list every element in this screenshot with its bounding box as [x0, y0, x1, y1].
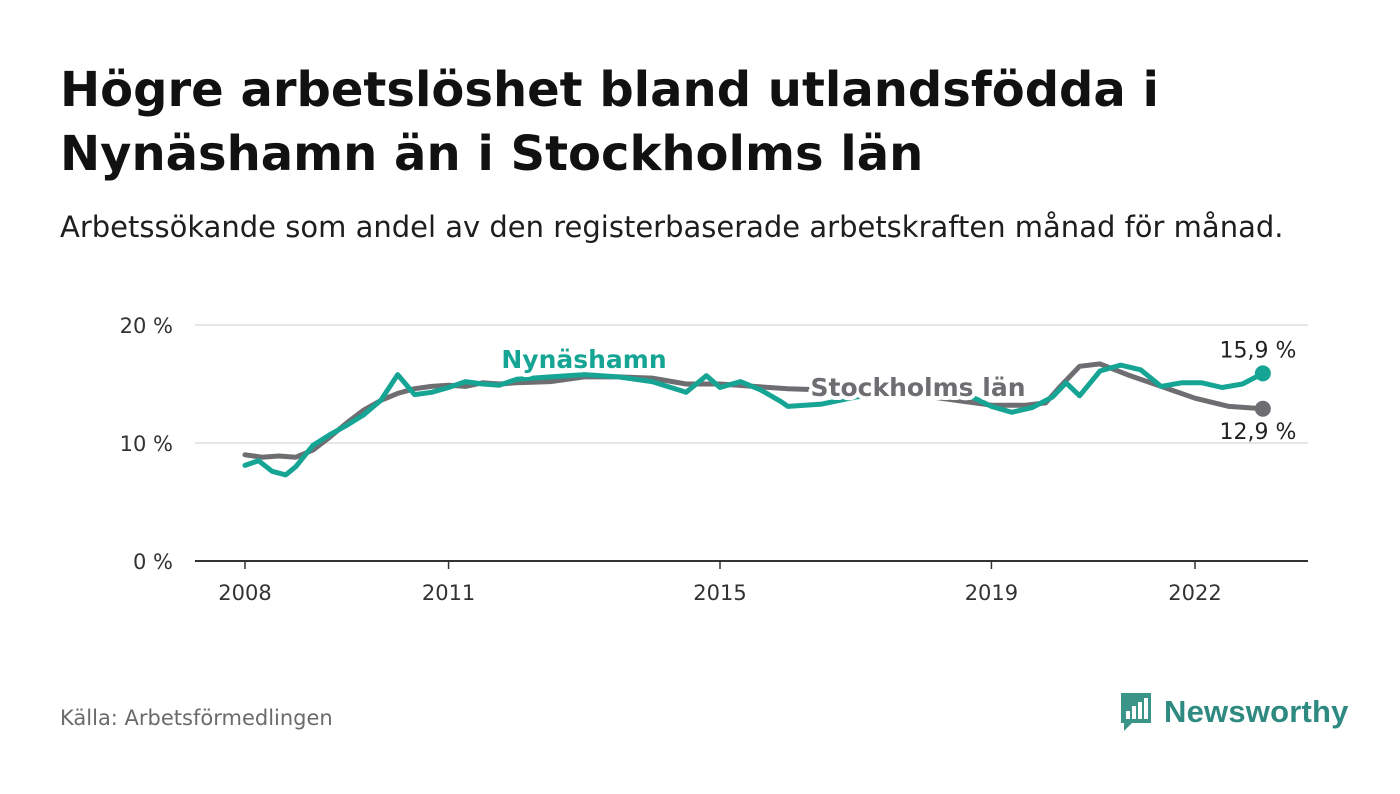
newsworthy-brand[interactable]: Newsworthy [1118, 690, 1349, 734]
series-label-nynashamn: Nynäshamn [501, 345, 666, 374]
newsworthy-bar-chart-logo-icon [1121, 693, 1151, 731]
y-tick-label: 20 % [120, 314, 173, 338]
end-point-stockholms-lan [1254, 400, 1271, 417]
end-point-nynashamn [1254, 365, 1271, 382]
brand-name: Newsworthy [1164, 694, 1349, 729]
chart-subtitle: Arbetssökande som andel av den registerb… [60, 210, 1284, 244]
y-tick-label: 0 % [133, 550, 173, 574]
end-value-label-stockholms-lan: 12,9 % [1220, 420, 1297, 445]
x-tick-label: 2022 [1168, 581, 1221, 605]
line-chart: 0 % 10 % 20 % 2008 2011 2015 2019 2022 Nynäsham… [120, 314, 1308, 605]
x-tick-label: 2011 [422, 581, 475, 605]
series-line-nynashamn [242, 362, 1266, 478]
x-tick-label: 2008 [218, 581, 271, 605]
series-label-stockholms-lan: Stockholms län [811, 373, 1026, 402]
chart-title: Högre arbetslöshet bland utlandsfödda i … [60, 62, 1159, 182]
x-tick-label: 2015 [693, 581, 746, 605]
end-value-label-nynashamn: 15,9 % [1220, 338, 1297, 363]
x-tick-label: 2019 [965, 581, 1018, 605]
source-note: Källa: Arbetsförmedlingen [60, 706, 333, 730]
y-tick-label: 10 % [120, 432, 173, 456]
